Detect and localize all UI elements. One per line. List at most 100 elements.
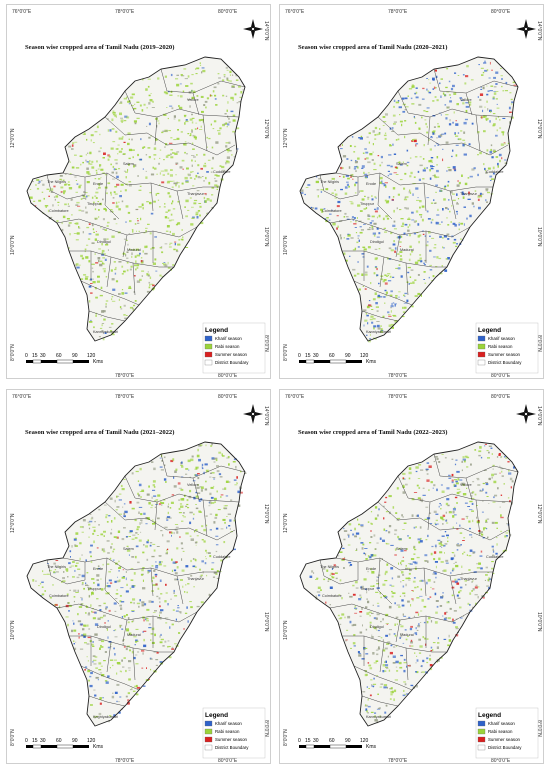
crop-pixel — [78, 636, 80, 639]
crop-pixel — [185, 119, 188, 121]
crop-pixel — [454, 132, 456, 135]
crop-pixel — [68, 222, 72, 224]
crop-pixel — [123, 314, 126, 316]
crop-pixel — [46, 573, 50, 575]
crop-pixel — [98, 717, 100, 719]
crop-pixel — [184, 591, 186, 593]
crop-pixel — [413, 138, 417, 140]
crop-pixel — [123, 639, 125, 641]
crop-pixel — [209, 94, 211, 97]
crop-pixel — [397, 253, 400, 255]
crop-pixel — [373, 325, 377, 328]
crop-pixel — [456, 528, 459, 530]
crop-pixel — [220, 559, 223, 562]
crop-pixel — [466, 487, 468, 489]
crop-pixel — [416, 199, 420, 201]
crop-pixel — [480, 86, 482, 88]
crop-pixel — [129, 649, 131, 652]
crop-pixel — [451, 586, 455, 589]
crop-pixel — [374, 719, 378, 722]
crop-pixel — [161, 276, 163, 278]
district-label: Dindigul — [97, 240, 111, 244]
crop-pixel — [351, 174, 354, 175]
crop-pixel — [451, 473, 454, 477]
crop-pixel — [174, 643, 177, 645]
crop-pixel — [352, 642, 356, 645]
crop-pixel — [400, 225, 404, 227]
crop-pixel — [492, 96, 495, 99]
crop-pixel — [402, 574, 405, 576]
district-boundary — [122, 616, 154, 648]
crop-pixel — [392, 592, 396, 594]
crop-pixel — [155, 566, 159, 569]
crop-pixel — [154, 500, 157, 502]
crop-pixel — [386, 563, 389, 566]
north-arrow-icon — [243, 19, 263, 39]
district-boundaries — [46, 453, 246, 707]
crop-pixel — [128, 181, 132, 183]
crop-pixel — [211, 167, 214, 170]
crop-pixel — [169, 230, 171, 233]
crop-pixel — [482, 109, 484, 113]
crop-pixel — [328, 219, 331, 221]
crop-pixel — [422, 87, 425, 90]
crop-pixel — [486, 496, 489, 497]
crop-pixel — [492, 166, 495, 170]
crop-pixel — [469, 549, 473, 552]
crop-pixel — [392, 243, 396, 246]
district-boundary — [377, 557, 457, 605]
crop-pixel — [71, 148, 74, 150]
crop-pixel — [358, 598, 362, 601]
crop-pixel — [409, 645, 411, 647]
crop-pixel — [210, 502, 215, 504]
crop-pixel — [125, 590, 129, 593]
crop-pixel — [120, 308, 123, 310]
crop-pixel — [414, 632, 418, 635]
scale-unit: Kms — [366, 744, 377, 750]
crop-pixel — [136, 218, 139, 220]
crop-pixel — [145, 170, 147, 172]
crop-pixel — [184, 206, 186, 208]
district-label: Kanniyakumari — [93, 715, 118, 719]
crop-pixel — [442, 514, 446, 517]
crop-pixel — [431, 545, 434, 548]
crop-pixel — [325, 601, 327, 604]
crop-pixel — [95, 233, 99, 236]
crop-pixel — [192, 185, 195, 187]
crop-pixel — [226, 78, 229, 81]
crop-pixel — [232, 98, 234, 101]
crop-pixel — [157, 617, 160, 619]
state-outline — [26, 441, 246, 727]
crop-pixel — [357, 261, 359, 263]
crop-pixel — [339, 579, 342, 582]
crop-pixel — [86, 161, 89, 163]
crop-pixel — [189, 105, 191, 108]
crop-pixel — [421, 116, 423, 119]
crop-pixel — [148, 627, 152, 629]
crop-pixel — [368, 664, 372, 667]
crop-pixel — [399, 666, 403, 669]
crop-pixel — [356, 272, 360, 275]
crop-pixel — [156, 595, 159, 598]
crop-pixel — [64, 203, 67, 206]
crop-pixel — [392, 224, 396, 227]
crop-pixel — [168, 656, 172, 659]
crop-pixel — [441, 546, 443, 548]
crop-pixel — [193, 513, 195, 516]
crop-pixel — [344, 556, 346, 558]
crop-pixel — [371, 636, 374, 638]
crop-pixel — [434, 561, 438, 563]
crop-pixel — [408, 217, 410, 219]
crop-pixel — [126, 583, 128, 586]
crop-pixel — [478, 206, 481, 210]
crop-pixel — [159, 157, 161, 159]
crop-pixel — [398, 661, 402, 665]
crop-pixel — [412, 193, 414, 196]
crop-pixel — [445, 117, 448, 120]
crop-pixel — [159, 247, 162, 249]
crop-pixel — [331, 192, 334, 194]
crop-pixel — [139, 522, 141, 525]
crop-pixel — [369, 227, 371, 229]
crop-pixel — [371, 684, 373, 686]
crop-pixel — [385, 570, 388, 574]
